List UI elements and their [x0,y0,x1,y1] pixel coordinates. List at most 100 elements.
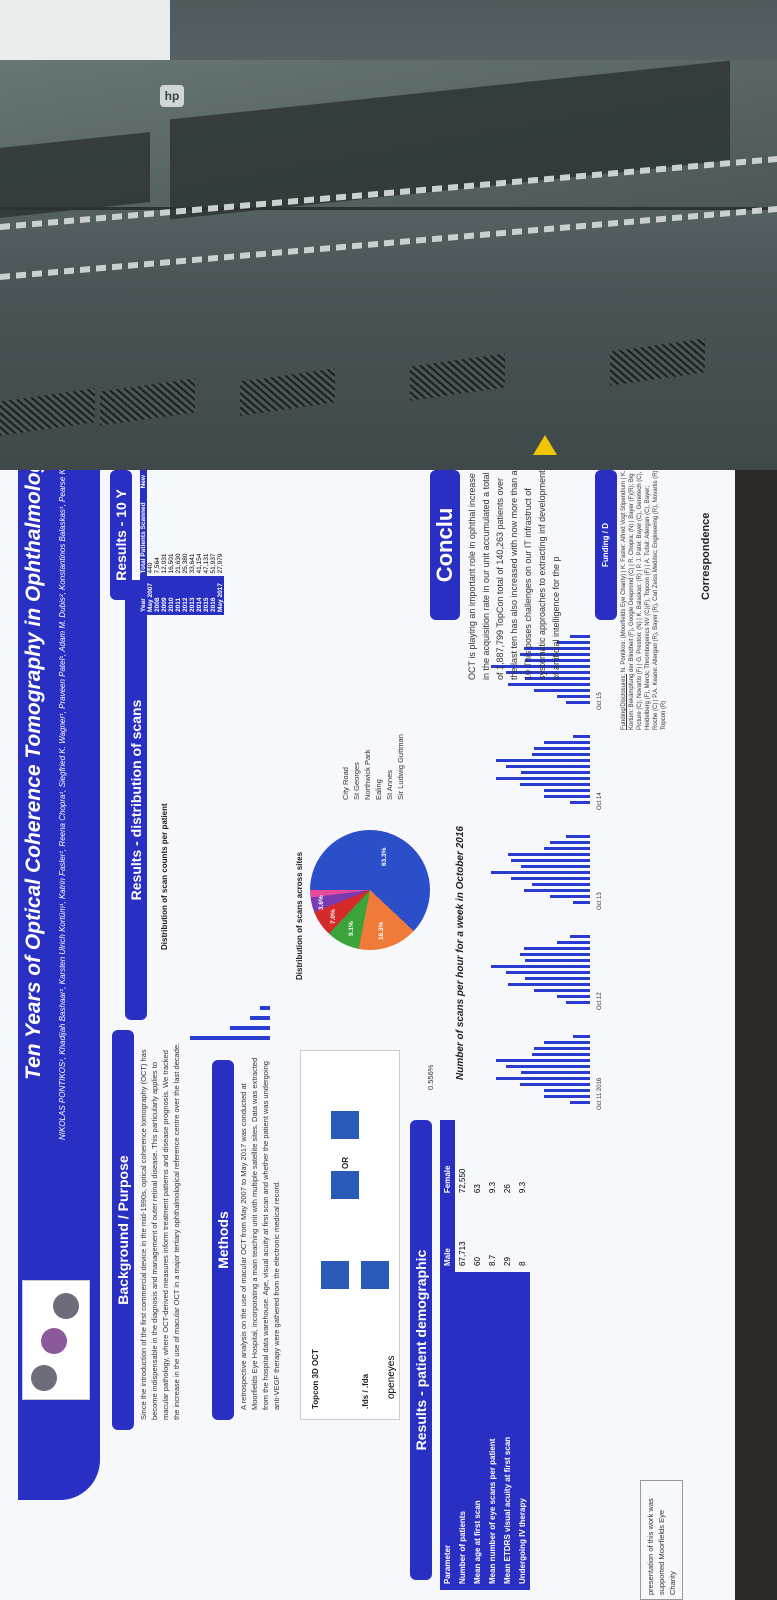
correspondence-label: Correspondence [700,512,712,600]
pie-label: 16.3% [378,921,385,940]
table-row: 2013 33,641 [189,470,196,615]
hourly-bar [523,947,590,950]
hourly-bar [507,983,590,986]
methods-text: A retrospective analysis on the use of m… [239,1057,281,1410]
footer-note: presentation of this work was supported … [640,1480,683,1600]
vent [100,378,195,426]
hourly-bar [520,865,590,868]
vent [0,388,95,436]
tick-label: Oct 13 [597,892,603,910]
table-row: May 2007 440 [147,470,154,615]
legend-item: St Georges [352,762,361,800]
hourly-bar [533,989,590,992]
methods-diagram: Topcon 3D OCT .fds / .fda OR openeyes [300,1050,400,1420]
table-row: Mean age at first scan 60 63 [470,1120,485,1590]
hourly-bar [566,1001,590,1004]
vent [610,338,705,386]
hourly-bar [505,971,590,974]
legend-item: Northwick Park [363,749,372,800]
table-row: Undergoing IV therapy 8 9.3 [515,1120,530,1590]
hourly-bar [566,835,590,838]
pie-label: 0.556% [426,1064,435,1090]
hourly-bar [543,1089,590,1092]
poster-authors: NIKOLAS PONTIKOS¹, Khadijah Bashaar¹, Ka… [58,470,67,1140]
openeyes-logo: openeyes [386,1355,397,1399]
legend-item: City Road [341,767,350,800]
conclusions-heading: Conclu [430,470,460,620]
hourly-bar [557,941,590,944]
hourly-bar [505,765,590,768]
ten-years-heading: Results - 10 Y [110,470,132,600]
hourly-bar [543,1041,590,1044]
hourly-bar [490,871,590,874]
table-row: Mean ETDRS visual acuity at first scan 29… [500,1120,515,1590]
legend-item: Ealing [374,779,383,800]
diagram-label: .fds / .fda [361,1373,370,1409]
hourly-bar [550,895,590,898]
hourly-bar [520,1071,590,1074]
tick-label: Oct 15 [597,692,603,710]
table-row: 2012 25,380 [182,470,189,615]
hourly-bar [566,701,590,704]
legend-item: St Annes [385,769,394,800]
histogram-bar [260,1006,270,1010]
printer: hp [0,0,777,475]
hourly-bar [520,953,590,956]
pie-label: 63.3% [381,847,388,866]
tick-label: Oct 12 [597,992,603,1010]
diagram-label: Topcon 3D OCT [311,1349,320,1409]
server-icon [361,1261,389,1289]
hourly-bar [496,1077,590,1080]
hourly-bar [533,1047,590,1050]
hourly-bar [505,1065,590,1068]
hourly-bar [510,877,590,880]
chart-title: Distribution of scans across sites [295,851,304,980]
table-row: 2014 41,154 [196,470,203,615]
hourly-bar [532,753,590,756]
hourly-bar [496,759,590,762]
hourly-bar [557,995,590,998]
funding-heading: Funding / D [595,470,617,620]
hp-logo: hp [160,85,184,107]
table-row: 2010 16,501 [168,470,175,615]
pie-label: 7.0% [330,909,337,924]
hourly-bar [569,1101,590,1104]
hourly-bar [496,777,590,780]
hourly-bar [573,735,590,738]
hourly-chart-title: Number of scans per hour for a week in O… [455,826,466,1080]
demographic-heading: Results - patient demographic [410,1120,432,1580]
table-row: 2008 7,564 [154,470,161,615]
scan-count-histogram [170,740,270,1040]
table-row: 2009 12,031 [161,470,168,615]
hourly-bar [533,747,590,750]
poster: Ten Years of Optical Coherence Tomograph… [0,470,735,1600]
table-row: 2015 47,131 [203,470,210,615]
hourly-bar [533,689,590,692]
hourly-bar [524,959,590,962]
hourly-bar [520,1083,590,1086]
paper-roll [0,0,170,70]
background-text: Since the introduction of the first comm… [139,1042,181,1420]
warning-icon [533,435,557,455]
hourly-bar [550,841,590,844]
hourly-bar [573,901,590,904]
tick-label: Oct 14 [597,792,603,810]
vent [410,353,505,401]
pie-chart: 63.3% 16.3% 9.1% 7.0% 3.6% City Road St G… [310,700,440,1100]
funding-text: Funding/Disclosures: N. Pontikos: (Moorf… [620,470,668,730]
hourly-bar [520,783,590,786]
table-row: Number of patients 67,713 72,550 [455,1120,470,1590]
chart-title: Distribution of scan counts per patient [160,803,169,950]
pie-label: 9.1% [348,921,355,936]
hourly-bar [573,1035,590,1038]
hourly-bar [524,977,590,980]
table-row: May 2017 27,979 [217,470,224,615]
table-row: 2016 51,937 [210,470,217,615]
histogram-bar [250,1016,270,1020]
poster-title: Ten Years of Optical Coherence Tomograph… [22,470,45,1080]
computer-icon [331,1111,359,1139]
hourly-bar [532,883,590,886]
server-icon [321,1261,349,1289]
table-row: 2011 21,630 [175,470,182,615]
background-heading: Background / Purpose [112,1030,134,1430]
